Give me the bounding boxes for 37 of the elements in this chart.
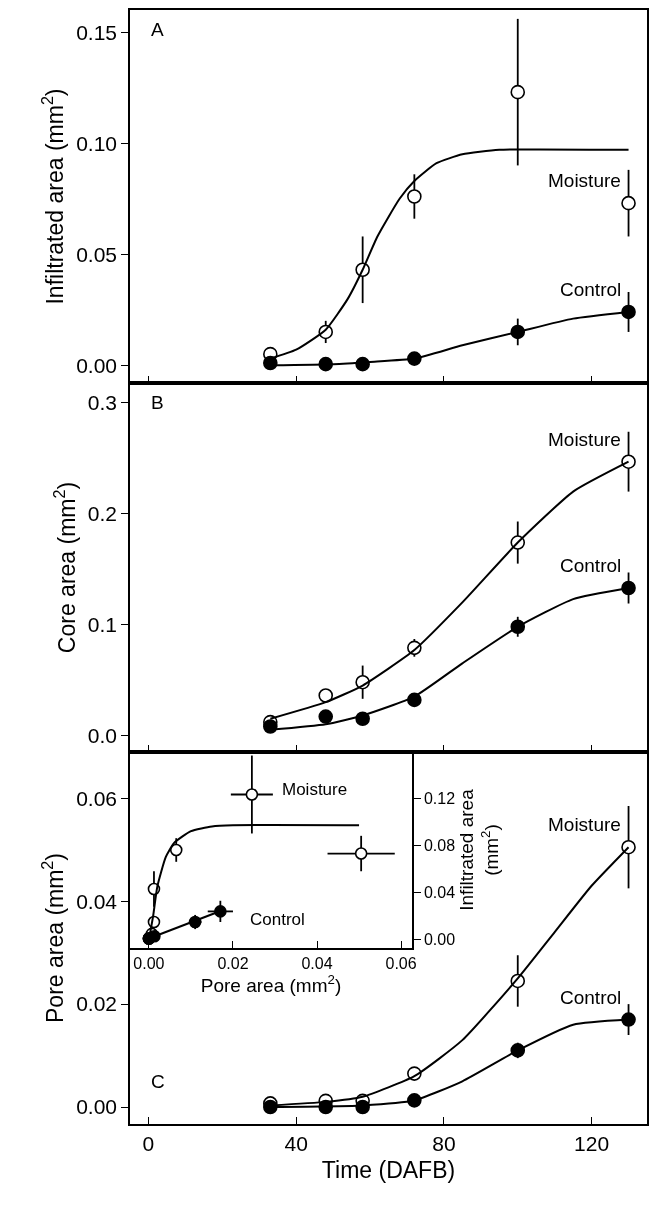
annotation: C bbox=[151, 1071, 165, 1092]
y2-tick-label: 0.12 bbox=[423, 789, 456, 807]
legend-label: Control bbox=[250, 910, 305, 929]
legend-label: Control bbox=[560, 279, 622, 300]
legend-label: Control bbox=[560, 987, 622, 1008]
y-tick-label: 0.00 bbox=[76, 1095, 118, 1119]
y-tick-label: 0.02 bbox=[76, 992, 118, 1016]
x-tick-label: 0.04 bbox=[301, 954, 333, 972]
y-tick-label: 0.1 bbox=[87, 612, 118, 636]
legend-label: Control bbox=[560, 555, 622, 576]
x-tick-label: 0.00 bbox=[133, 954, 165, 972]
y-tick-label: 0.00 bbox=[76, 353, 118, 377]
y2-tick-label: 0.04 bbox=[423, 884, 456, 902]
y-tick-label: 0.3 bbox=[87, 391, 118, 415]
y2-tick-label: 0.08 bbox=[423, 836, 456, 854]
y-tick-label: 0.15 bbox=[76, 20, 118, 44]
annotation: A bbox=[151, 19, 164, 40]
y-tick-label: 0.10 bbox=[76, 131, 118, 155]
y-tick-label: 0.0 bbox=[87, 723, 118, 747]
x-tick-label: 80 bbox=[432, 1131, 456, 1155]
x-tick-label: 40 bbox=[284, 1131, 308, 1155]
x-tick-label: 120 bbox=[574, 1131, 610, 1155]
y-tick-label: 0.2 bbox=[87, 502, 118, 526]
legend-label: Moisture bbox=[548, 170, 621, 191]
x-tick-label: 0.02 bbox=[217, 954, 249, 972]
y-tick-label: 0.05 bbox=[76, 242, 118, 266]
y-tick-label: 0.06 bbox=[76, 786, 118, 810]
series-label: Moisture bbox=[548, 814, 621, 835]
y2-tick-label: 0.00 bbox=[423, 931, 456, 949]
annotation: B bbox=[151, 392, 164, 413]
y-tick-label: 0.04 bbox=[76, 889, 118, 913]
x-axis-title: Time (DAFB) bbox=[321, 1157, 456, 1184]
x-axis-title: Pore area (mm$^{2}$) bbox=[200, 972, 342, 997]
legend-label: Moisture bbox=[282, 780, 348, 799]
legend-label: Moisture bbox=[548, 429, 621, 450]
x-tick-label: 0 bbox=[142, 1131, 155, 1155]
x-tick-label: 0.06 bbox=[385, 954, 417, 972]
